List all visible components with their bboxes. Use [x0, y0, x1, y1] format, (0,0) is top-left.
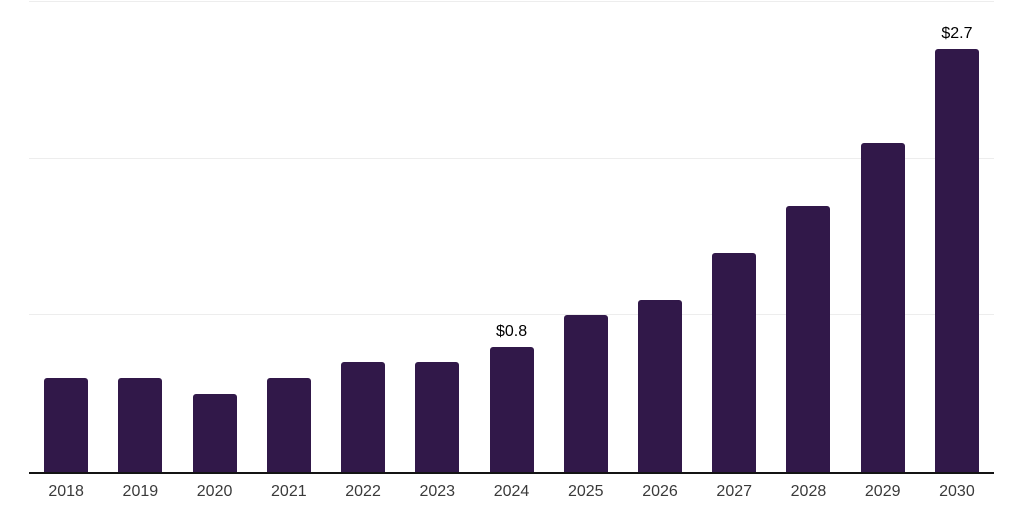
data-label-2030: $2.7	[941, 25, 973, 42]
bar-2027	[712, 252, 757, 472]
x-tick-label-2025: 2025	[567, 483, 604, 500]
bar-group-2027	[697, 2, 771, 472]
bar-2023	[415, 362, 460, 472]
bar-group-2023	[400, 2, 474, 472]
gridline-2	[29, 157, 994, 159]
bar-2021	[266, 378, 311, 472]
x-tick-label-2030: 2030	[939, 483, 975, 500]
bar-group-2019	[103, 2, 177, 472]
data-label-2024: $0.8	[495, 322, 528, 340]
bar-2019	[118, 378, 163, 472]
bar-2029	[860, 143, 905, 472]
x-tick-label-2027: 2027	[716, 483, 753, 500]
bar-group-2025	[549, 2, 623, 472]
gridline-3	[29, 1, 994, 2]
bar-2026	[637, 299, 682, 472]
bar-group-2020	[177, 2, 251, 472]
bar-chart: $0.8 $2.7 2018 2019 2020 2021 2022 2023 2024 202…	[29, 1, 994, 501]
bar-2022	[341, 362, 386, 472]
bar-2025	[563, 315, 608, 472]
plot-area: $0.8 $2.7	[29, 1, 994, 474]
bar-2030	[934, 49, 979, 472]
x-tick-label-2021: 2021	[271, 483, 307, 500]
bar-2018	[44, 378, 89, 472]
bars-container: $0.8 $2.7	[29, 2, 994, 472]
x-tick-label-2019: 2019	[122, 483, 159, 500]
bar-group-2021	[252, 2, 326, 472]
bar-group-2026	[623, 2, 697, 472]
x-tick-label-2029: 2029	[864, 483, 901, 500]
x-tick-label-2024: 2024	[493, 483, 530, 500]
x-tick-label-2020: 2020	[196, 483, 233, 500]
bar-group-2024: $0.8	[474, 2, 548, 472]
x-tick-label-2018: 2018	[48, 483, 84, 500]
gridline-1	[29, 314, 994, 316]
bar-2020	[192, 393, 237, 472]
bar-group-2022	[326, 2, 400, 472]
bar-2028	[786, 205, 831, 472]
x-tick-label-2022: 2022	[345, 483, 381, 500]
bar-group-2030: $2.7	[920, 2, 994, 472]
bar-2024	[489, 346, 534, 472]
x-tick-label-2023: 2023	[419, 483, 456, 500]
x-tick-label-2026: 2026	[642, 483, 678, 500]
bar-group-2028	[771, 2, 845, 472]
bar-group-2029	[846, 2, 920, 472]
x-axis: 2018 2019 2020 2021 2022 2023 2024 2025 2026 2027…	[29, 474, 994, 501]
x-tick-label-2028: 2028	[790, 483, 827, 500]
bar-group-2018	[29, 2, 103, 472]
